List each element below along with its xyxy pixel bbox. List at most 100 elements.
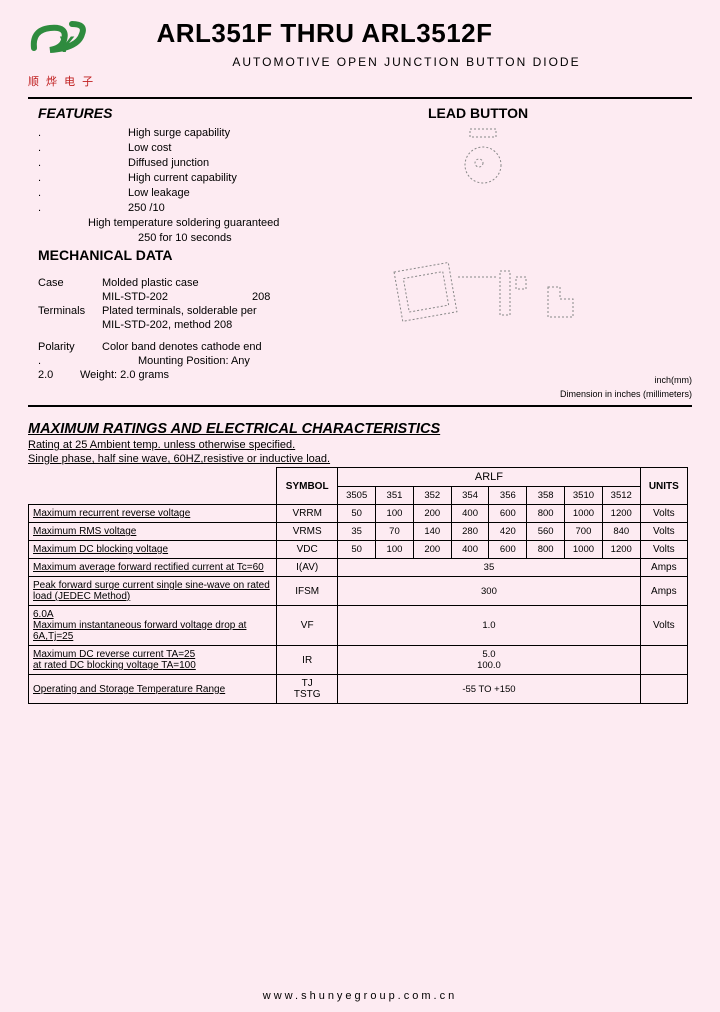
ratings-heading: MAXIMUM RATINGS AND ELECTRICAL CHARACTER… bbox=[28, 421, 692, 437]
param-cell: Maximum DC blocking voltage bbox=[29, 541, 277, 559]
spec-table: SYMBOL ARLF UNITS 3505351352354356358351… bbox=[28, 467, 688, 704]
value-cell: 140 bbox=[413, 523, 451, 541]
param-cell: Maximum DC reverse current TA=25 at rate… bbox=[29, 646, 277, 675]
symbol-cell: VDC bbox=[277, 541, 338, 559]
logo-chinese-text: 顺 烨 电 子 bbox=[28, 73, 138, 89]
feature-extra2: High temperature soldering guaranteed bbox=[38, 217, 378, 229]
table-row: Maximum DC blocking voltageVDC5010020040… bbox=[29, 541, 688, 559]
table-row: Peak forward surge current single sine-w… bbox=[29, 577, 688, 606]
value-cell: 50 bbox=[338, 505, 376, 523]
th-model: 352 bbox=[413, 487, 451, 505]
subtitle: AUTOMOTIVE OPEN JUNCTION BUTTON DIODE bbox=[156, 55, 656, 69]
spec-table-body: Maximum recurrent reverse voltageVRRM501… bbox=[29, 505, 688, 704]
table-head-row1: SYMBOL ARLF UNITS bbox=[29, 468, 688, 487]
th-model: 3512 bbox=[602, 487, 640, 505]
units-cell bbox=[640, 646, 687, 675]
th-model: 354 bbox=[451, 487, 489, 505]
th-arlf: ARLF bbox=[338, 468, 640, 487]
value-cell: 800 bbox=[527, 541, 565, 559]
mech-case-sub: MIL-STD-202208 bbox=[38, 291, 378, 303]
feature-item: .High current capability bbox=[38, 172, 378, 184]
mechanical-heading: MECHANICAL DATA bbox=[38, 247, 378, 263]
mech-case: CaseMolded plastic case bbox=[38, 277, 378, 289]
units-cell: Volts bbox=[640, 505, 687, 523]
features-lead-row: FEATURES .High surge capability.Low cost… bbox=[28, 105, 692, 247]
footer-url: www.shunyegroup.com.cn bbox=[0, 990, 720, 1002]
value-cell: 600 bbox=[489, 505, 527, 523]
symbol-cell: VF bbox=[277, 606, 338, 646]
value-cell: 100 bbox=[376, 505, 414, 523]
param-cell: Maximum average forward rectified curren… bbox=[29, 559, 277, 577]
feature-item: .Low leakage bbox=[38, 187, 378, 199]
dim-note: Dimension in inches (millimeters) bbox=[388, 389, 692, 399]
param-cell: 6.0A Maximum instantaneous forward volta… bbox=[29, 606, 277, 646]
lead-button-col: LEAD BUTTON bbox=[378, 105, 692, 247]
param-cell: Operating and Storage Temperature Range bbox=[29, 675, 277, 704]
feature-extra1: .250 /10 bbox=[38, 202, 378, 214]
table-row: Operating and Storage Temperature RangeT… bbox=[29, 675, 688, 704]
mid-rule bbox=[28, 405, 692, 407]
mechanical-diagram bbox=[388, 247, 598, 377]
param-cell: Maximum RMS voltage bbox=[29, 523, 277, 541]
symbol-cell: IFSM bbox=[277, 577, 338, 606]
value-cell: 560 bbox=[527, 523, 565, 541]
features-col: FEATURES .High surge capability.Low cost… bbox=[28, 105, 378, 247]
value-cell: 1200 bbox=[602, 505, 640, 523]
symbol-cell: TJ TSTG bbox=[277, 675, 338, 704]
value-cell: 700 bbox=[565, 523, 603, 541]
symbol-cell: IR bbox=[277, 646, 338, 675]
value-cell: 70 bbox=[376, 523, 414, 541]
table-row: Maximum DC reverse current TA=25 at rate… bbox=[29, 646, 688, 675]
units-cell: Volts bbox=[640, 541, 687, 559]
mechanical-col: MECHANICAL DATA CaseMolded plastic case … bbox=[28, 247, 378, 399]
header-title-block: ARL351F THRU ARL3512F AUTOMOTIVE OPEN JU… bbox=[156, 18, 656, 69]
units-cell: Amps bbox=[640, 559, 687, 577]
param-cell: Peak forward surge current single sine-w… bbox=[29, 577, 277, 606]
ratings-note1: Rating at 25 Ambient temp. unless otherw… bbox=[28, 439, 692, 451]
mechanical-diagram-col: inch(mm) Dimension in inches (millimeter… bbox=[378, 247, 692, 399]
main-title: ARL351F THRU ARL3512F bbox=[156, 18, 656, 49]
value-cell: 200 bbox=[413, 541, 451, 559]
th-model: 3505 bbox=[338, 487, 376, 505]
feature-item: .High surge capability bbox=[38, 127, 378, 139]
table-row: Maximum RMS voltageVRMS35701402804205607… bbox=[29, 523, 688, 541]
symbol-cell: VRRM bbox=[277, 505, 338, 523]
feature-item: .Diffused junction bbox=[38, 157, 378, 169]
value-cell: 840 bbox=[602, 523, 640, 541]
value-cell: 600 bbox=[489, 541, 527, 559]
th-model: 356 bbox=[489, 487, 527, 505]
header-rule bbox=[28, 97, 692, 99]
th-symbol: SYMBOL bbox=[277, 468, 338, 505]
th-model: 3510 bbox=[565, 487, 603, 505]
th-units: UNITS bbox=[640, 468, 687, 505]
value-cell: 1.0 bbox=[338, 606, 640, 646]
units-cell: Volts bbox=[640, 606, 687, 646]
mechanical-row: MECHANICAL DATA CaseMolded plastic case … bbox=[28, 247, 692, 399]
button-diagram-icon bbox=[448, 127, 518, 187]
mech-terminals: TerminalsPlated terminals, solderable pe… bbox=[38, 305, 378, 317]
value-cell: 35 bbox=[338, 559, 640, 577]
svg-text:Y: Y bbox=[58, 32, 75, 57]
datasheet-page: Y 顺 烨 电 子 ARL351F THRU ARL3512F AUTOMOTI… bbox=[0, 0, 720, 1012]
mech-mount: .Mounting Position: Any bbox=[38, 355, 378, 367]
value-cell: 100 bbox=[376, 541, 414, 559]
value-cell: 420 bbox=[489, 523, 527, 541]
value-cell: 50 bbox=[338, 541, 376, 559]
units-cell: Amps bbox=[640, 577, 687, 606]
features-heading: FEATURES bbox=[38, 105, 378, 121]
symbol-cell: VRMS bbox=[277, 523, 338, 541]
button-top-diagram bbox=[448, 127, 518, 187]
mech-weight: 2.0Weight: 2.0 grams bbox=[38, 369, 378, 381]
header-row: Y 顺 烨 电 子 ARL351F THRU ARL3512F AUTOMOTI… bbox=[28, 18, 692, 89]
table-row: 6.0A Maximum instantaneous forward volta… bbox=[29, 606, 688, 646]
param-cell: Maximum recurrent reverse voltage bbox=[29, 505, 277, 523]
table-row: Maximum recurrent reverse voltageVRRM501… bbox=[29, 505, 688, 523]
value-cell: 800 bbox=[527, 505, 565, 523]
th-model: 351 bbox=[376, 487, 414, 505]
units-cell bbox=[640, 675, 687, 704]
value-cell: 280 bbox=[451, 523, 489, 541]
value-cell: 5.0 100.0 bbox=[338, 646, 640, 675]
symbol-cell: I(AV) bbox=[277, 559, 338, 577]
value-cell: 1000 bbox=[565, 541, 603, 559]
value-cell: 300 bbox=[338, 577, 640, 606]
